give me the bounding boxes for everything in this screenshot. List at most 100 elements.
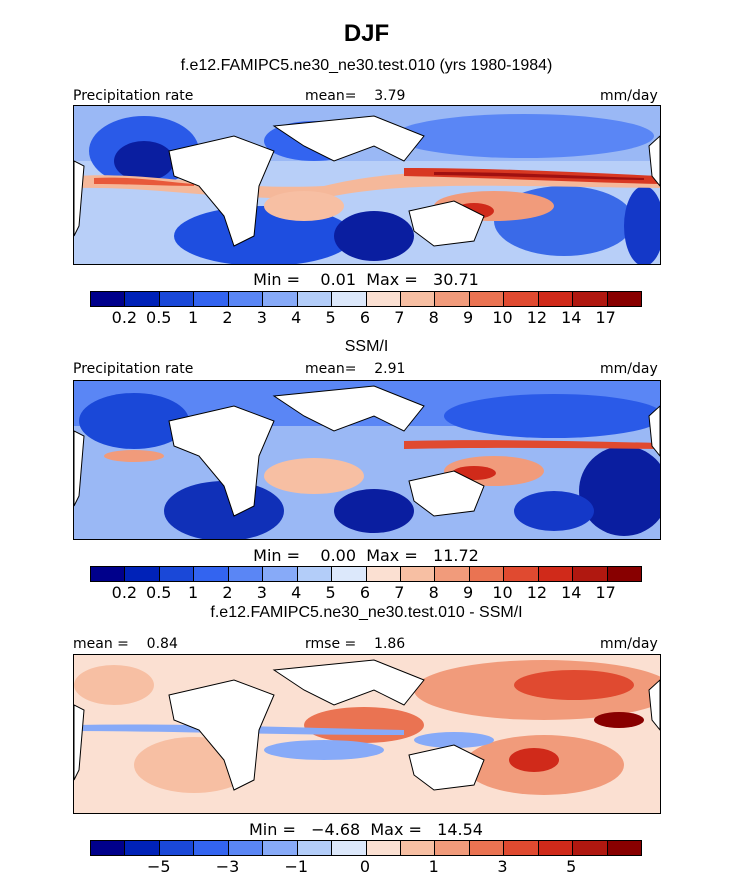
colorbar-cell	[228, 841, 264, 855]
panel-2-mean-label: mean= 2.91	[305, 361, 406, 377]
colorbar-cell	[263, 567, 298, 581]
panel-1-subtitle: f.e12.FAMIPC5.ne30_ne30.test.010 (yrs 19…	[180, 57, 553, 74]
colorbar-cell	[538, 567, 574, 581]
colorbar-tick-label: 4	[291, 308, 302, 327]
colorbar-tick-label: 9	[463, 308, 474, 327]
colorbar-cell	[469, 567, 505, 581]
panel-2-variable-label: Precipitation rate	[73, 361, 194, 377]
colorbar-tick-label: 3	[497, 857, 508, 876]
colorbar-tick-label: 10	[492, 583, 513, 602]
colorbar-cell	[435, 292, 470, 306]
panel-3-map	[73, 654, 661, 814]
colorbar-tick-label: 3	[256, 308, 267, 327]
panel-2-colorbar	[90, 566, 642, 582]
colorbar-cell	[194, 841, 229, 855]
colorbar-cell	[91, 292, 126, 306]
colorbar-tick-label: 10	[492, 308, 513, 327]
colorbar-tick-label: 17	[595, 583, 616, 602]
colorbar-cell	[469, 292, 505, 306]
colorbar-cell	[435, 841, 470, 855]
colorbar-cell	[91, 567, 126, 581]
colorbar-tick-label: 5	[566, 857, 577, 876]
panel-1-variable-label: Precipitation rate	[73, 88, 194, 104]
panel-1-minmax: Min = 0.01 Max = 30.71	[253, 270, 479, 289]
colorbar-tick-label: 6	[359, 308, 371, 327]
colorbar-tick-label: 5	[325, 308, 336, 327]
colorbar-tick-label: 3	[256, 583, 267, 602]
colorbar-tick-label: 12	[526, 583, 548, 602]
colorbar-tick-label: −1	[284, 857, 309, 876]
colorbar-tick-label: 0.5	[146, 308, 172, 327]
colorbar-cell	[573, 841, 608, 855]
colorbar-tick-label: 8	[428, 583, 439, 602]
panel-1-units-label: mm/day	[600, 88, 658, 104]
panel-1-colorbar-ticks: 0.2 0.5 1 2 3 4 5 6 7 8 9 10 12 14 17	[90, 308, 640, 327]
colorbar-tick-label: 0.2	[111, 583, 138, 602]
colorbar-tick-label: 2	[222, 583, 233, 602]
colorbar-tick-label: −3	[215, 857, 240, 876]
colorbar-cell	[469, 841, 505, 855]
panel-3-colorbar	[90, 840, 642, 856]
panel-3-colorbar-ticks: −5 −3 −1 0 1 3 5	[90, 857, 640, 876]
panel-2-units-label: mm/day	[600, 361, 658, 377]
figure-title: DJF	[343, 20, 390, 47]
panel-3-rmse-label: rmse = 1.86	[305, 636, 406, 652]
panel-1-colorbar	[90, 291, 642, 307]
colorbar-cell	[263, 841, 298, 855]
colorbar-cell	[366, 567, 401, 581]
colorbar-cell	[538, 292, 574, 306]
colorbar-tick-label: 12	[526, 308, 548, 327]
colorbar-tick-label: 14	[561, 583, 582, 602]
colorbar-cell	[125, 841, 160, 855]
colorbar-cell	[366, 292, 401, 306]
panel-2-colorbar-ticks: 0.2 0.5 1 2 3 4 5 6 7 8 9 10 12 14 17	[90, 583, 640, 602]
colorbar-cell	[297, 567, 333, 581]
colorbar-tick-label: 0.5	[146, 583, 172, 602]
colorbar-tick-label: 1	[188, 308, 199, 327]
colorbar-tick-label: 2	[222, 308, 233, 327]
panel-1-map-field	[74, 106, 660, 264]
panel-3-units-label: mm/day	[600, 636, 658, 652]
colorbar-cell	[332, 292, 367, 306]
colorbar-cell	[159, 841, 195, 855]
colorbar-cell	[607, 292, 641, 306]
colorbar-cell	[573, 567, 608, 581]
panel-2-minmax: Min = 0.00 Max = 11.72	[253, 546, 479, 565]
colorbar-cell	[194, 567, 229, 581]
colorbar-tick-label: −5	[146, 857, 171, 876]
panel-3-minmax: Min = −4.68 Max = 14.54	[249, 820, 483, 839]
colorbar-cell	[607, 841, 641, 855]
colorbar-cell	[125, 567, 160, 581]
colorbar-tick-label: 5	[325, 583, 336, 602]
colorbar-cell	[607, 567, 641, 581]
colorbar-cell	[159, 567, 195, 581]
colorbar-tick-label: 7	[394, 583, 405, 602]
colorbar-cell	[504, 567, 539, 581]
panel-3-mean-label: mean = 0.84	[73, 636, 178, 652]
colorbar-cell	[125, 292, 160, 306]
colorbar-cell	[573, 292, 608, 306]
colorbar-tick-label: 0	[359, 857, 371, 876]
panel-2-subtitle: SSM/I	[344, 338, 389, 355]
colorbar-tick-label: 7	[394, 308, 405, 327]
colorbar-tick-label: 1	[428, 857, 439, 876]
colorbar-tick-label: 8	[428, 308, 439, 327]
colorbar-tick-label: 17	[595, 308, 616, 327]
colorbar-cell	[435, 567, 470, 581]
panel-3-subtitle: f.e12.FAMIPC5.ne30_ne30.test.010 - SSM/I	[210, 604, 523, 621]
colorbar-cell	[332, 567, 367, 581]
colorbar-cell	[159, 292, 195, 306]
colorbar-tick-label: 0.2	[111, 308, 138, 327]
panel-3-map-field	[74, 655, 660, 813]
panel-1-mean-label: mean= 3.79	[305, 88, 406, 104]
colorbar-cell	[400, 292, 436, 306]
panel-1-map	[73, 105, 661, 265]
colorbar-cell	[366, 841, 401, 855]
colorbar-tick-label: 9	[463, 583, 474, 602]
colorbar-cell	[297, 292, 333, 306]
colorbar-cell	[91, 841, 126, 855]
colorbar-cell	[332, 841, 367, 855]
colorbar-tick-label: 6	[359, 583, 371, 602]
colorbar-tick-label: 14	[561, 308, 582, 327]
colorbar-cell	[538, 841, 574, 855]
